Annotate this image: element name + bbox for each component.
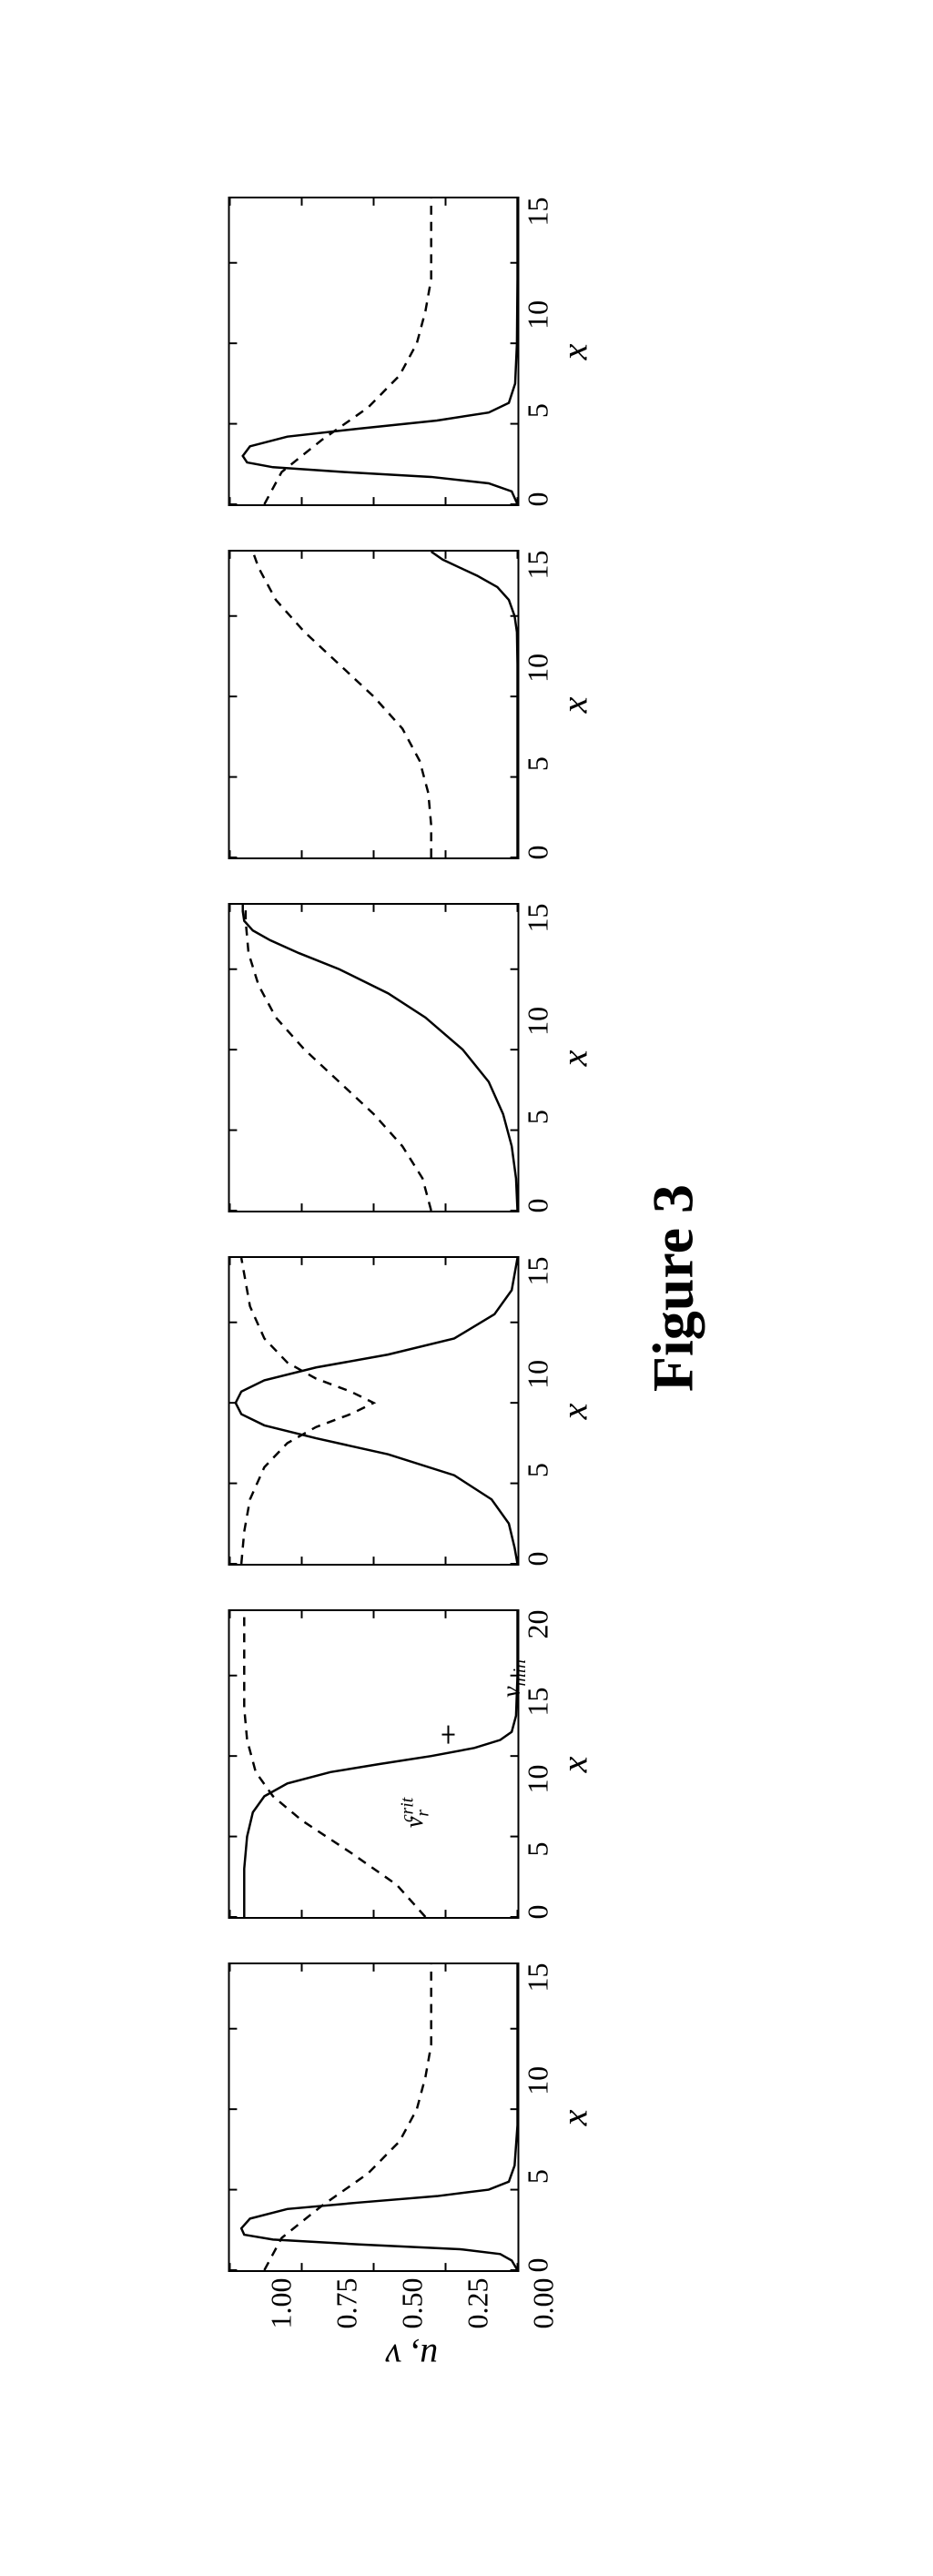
x-tick-labels: 051015 [521,198,554,507]
series-v-dashed [263,1965,430,2271]
x-tick-labels: 051015 [521,551,554,860]
panel-1: u, v 1.000.750.500.250.00 051015x [228,1963,595,2379]
series-v-dashed [252,553,431,858]
x-axis-label: x [553,198,595,507]
panel-4: 051015x [228,904,595,1213]
series-u-solid [431,553,517,858]
x-axis-label: x [553,551,595,860]
series-u-solid [235,1259,517,1565]
series-v-dashed [245,906,431,1212]
x-tick-labels: 051015 [521,904,554,1213]
panel-3: 051015x [228,1257,595,1567]
x-axis-label: x [553,904,595,1213]
x-axis-label: x [553,1963,595,2273]
x-tick-labels: 05101520 [521,1610,554,1920]
plot-area: vrcritvmin [228,1610,519,1920]
series-v-dashed [263,199,430,505]
x-axis-label: x [553,1610,595,1920]
series-u-solid [242,199,517,505]
page: u, v1.000.750.500.250.00 051015x vrcritv… [0,0,933,2576]
panel-5: 051015x [228,551,595,860]
plot-area [228,1257,519,1567]
y-tick-labels: 1.000.750.500.250.00 [266,2278,557,2329]
series-v-dashed [243,1612,424,1918]
x-tick-labels: 051015 [521,1257,554,1567]
series-u-solid [243,1612,516,1918]
figure-stage: u, v1.000.750.500.250.00 051015x vrcritv… [0,0,933,2576]
series-u-solid [240,1965,516,2271]
figure-caption: Figure 3 [639,1184,706,1392]
plot-area [228,904,519,1213]
plot-area [228,551,519,860]
series-u-solid [242,906,517,1212]
panel-2: vrcritvmin05101520x [228,1610,595,1920]
x-tick-labels: 051015 [521,1963,554,2273]
panel-6: 051015x [228,198,595,507]
plot-area [228,1963,519,2273]
y-axis-label: u, v [385,2337,438,2379]
plot-area [228,198,519,507]
series-v-dashed [240,1259,372,1565]
x-axis-label: x [553,1257,595,1567]
panels-row: u, v1.000.750.500.250.00 051015x vrcritv… [228,198,595,2379]
